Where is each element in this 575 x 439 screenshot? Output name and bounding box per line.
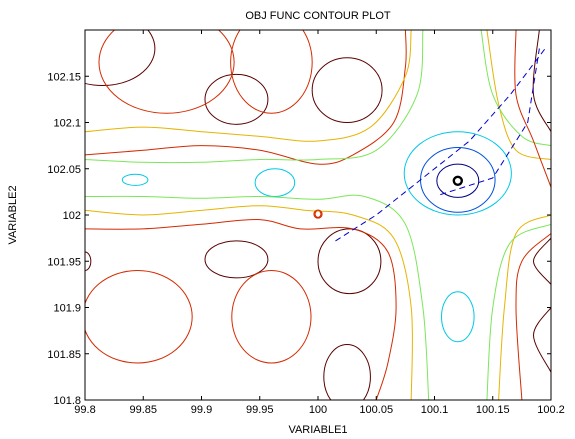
contour-orange-open-3 xyxy=(85,30,412,142)
contour-darkred-open-14 xyxy=(532,307,551,373)
contour-red-closed-9 xyxy=(98,30,235,114)
chart-title: OBJ FUNC CONTOUR PLOT xyxy=(245,10,391,22)
contour-darkred-closed-5 xyxy=(323,344,371,400)
contour-red-open-0 xyxy=(85,219,397,400)
y-tick-label: 101.85 xyxy=(47,349,81,361)
plot-area xyxy=(85,30,551,400)
y-axis: 101.8 101.85 101.9 101.95 102 102.05 102.1 102.… xyxy=(47,71,551,407)
y-tick-label: 102 xyxy=(63,210,81,222)
contour-navy-closed-17 xyxy=(436,163,480,198)
y-axis-title: VARIABLE2 xyxy=(7,185,19,244)
y-tick-label: 101.9 xyxy=(53,303,81,315)
contour-red-open-10 xyxy=(514,30,551,188)
contour-red-closed-11 xyxy=(314,210,322,218)
contour-cyan-closed-14 xyxy=(440,291,475,343)
contour-darkred-closed-4 xyxy=(317,228,382,295)
contour-cyan-closed-13 xyxy=(254,168,296,197)
contour-green-open-5 xyxy=(85,30,424,164)
x-tick-label: 100.05 xyxy=(359,404,393,416)
optimum-point-marker xyxy=(452,175,463,186)
contour-darkred-closed-2 xyxy=(311,57,383,123)
start-point-marker xyxy=(313,209,323,219)
y-tick-label: 101.95 xyxy=(47,256,81,268)
contour-orange-open-8 xyxy=(498,214,551,400)
y-tick-label: 101.8 xyxy=(53,395,81,407)
x-tick-label: 100.2 xyxy=(537,404,565,416)
contour-darkred-open-11 xyxy=(532,30,551,132)
contour-darkred-closed-1 xyxy=(204,73,269,125)
y-tick-label: 102.15 xyxy=(47,71,81,83)
contour-orange-open-2 xyxy=(85,205,413,400)
search-path-line xyxy=(335,48,546,242)
x-tick-label: 99.95 xyxy=(246,404,274,416)
y-tick-label: 102.05 xyxy=(47,164,81,176)
x-tick-label: 100 xyxy=(309,404,327,416)
contour-darkred-closed-3 xyxy=(204,240,269,279)
x-axis-title: VARIABLE1 xyxy=(288,424,347,436)
y-tick-label: 102.1 xyxy=(53,118,81,130)
contour-cyan-closed-12 xyxy=(121,173,149,186)
contour-darkred-open-13 xyxy=(532,237,551,285)
contour-green-open-7 xyxy=(480,30,551,147)
contour-red-open-12 xyxy=(515,233,551,400)
contour-red-closed-8 xyxy=(231,270,312,364)
contour-red-closed-7 xyxy=(85,270,193,364)
x-axis: 99.8 99.85 99.9 99.95 100 100.05 100.1 100.15 10… xyxy=(74,30,565,416)
x-tick-label: 99.85 xyxy=(129,404,157,416)
x-tick-label: 100.15 xyxy=(476,404,510,416)
contour-cyan-closed-15 xyxy=(403,131,512,216)
contour-red-closed-10 xyxy=(230,30,313,114)
contour-darkred-closed-0 xyxy=(85,30,156,86)
contour-green-open-4 xyxy=(85,194,430,400)
x-tick-label: 99.8 xyxy=(74,404,95,416)
x-tick-label: 99.9 xyxy=(191,404,212,416)
x-tick-label: 100.1 xyxy=(421,404,449,416)
contour-red-open-1 xyxy=(85,30,407,165)
contour-green-open-9 xyxy=(486,223,551,400)
contour-orange-open-6 xyxy=(486,30,551,160)
contour-blue-closed-16 xyxy=(420,146,496,213)
